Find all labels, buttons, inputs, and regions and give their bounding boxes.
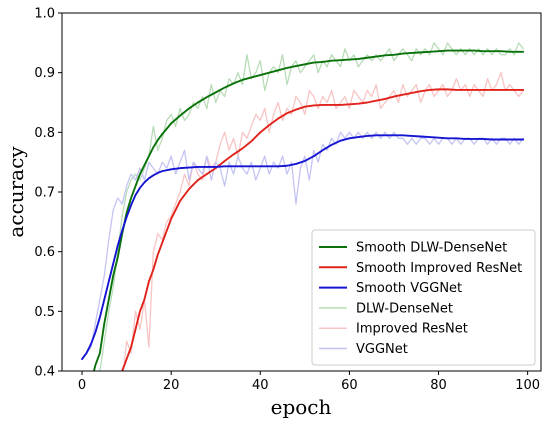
series-line-improved-resnet — [122, 72, 524, 371]
legend-label-smooth-vggnet: Smooth VGGNet — [356, 281, 462, 296]
x-tick-label: 80 — [430, 378, 447, 393]
y-tick-label: 0.5 — [34, 305, 55, 320]
y-tick-label: 0.8 — [34, 126, 55, 141]
legend-label-dlw-densenet: DLW-DenseNet — [356, 301, 453, 316]
x-tick-label: 100 — [515, 378, 540, 393]
legend-label-smooth-dlw-densenet: Smooth DLW-DenseNet — [356, 241, 507, 256]
legend: Smooth DLW-DenseNet Smooth Improved ResNe… — [311, 229, 536, 366]
x-axis-title: epoch — [271, 395, 332, 419]
series-line-smooth-dlw-densenet — [92, 49, 525, 371]
legend-label-improved-resnet: Improved ResNet — [356, 322, 468, 337]
y-tick-label: 0.9 — [34, 66, 55, 81]
legend-label-smooth-improved-resnet: Smooth Improved ResNet — [356, 261, 522, 276]
legend-label-vggnet: VGGNet — [356, 342, 408, 357]
series-line-smooth-vggnet — [81, 134, 525, 361]
axis-ticks: 0 20 40 60 80 100 0.4 0.5 0.6 0.7 0.8 0.9 1.0 — [34, 7, 540, 394]
y-tick-label: 0.7 — [34, 186, 55, 201]
y-tick-label: 0.4 — [34, 365, 55, 380]
y-tick-label: 0.6 — [34, 245, 55, 260]
x-tick-label: 60 — [341, 378, 358, 393]
y-tick-label: 1.0 — [34, 7, 55, 22]
series-line-smooth-improved-resnet — [121, 88, 525, 371]
smooth-series-layer — [81, 49, 525, 371]
x-tick-label: 40 — [252, 378, 269, 393]
x-tick-label: 0 — [78, 378, 86, 393]
x-tick-label: 20 — [163, 378, 180, 393]
y-axis-title: accuracy — [4, 146, 28, 238]
legend-box — [311, 229, 536, 366]
